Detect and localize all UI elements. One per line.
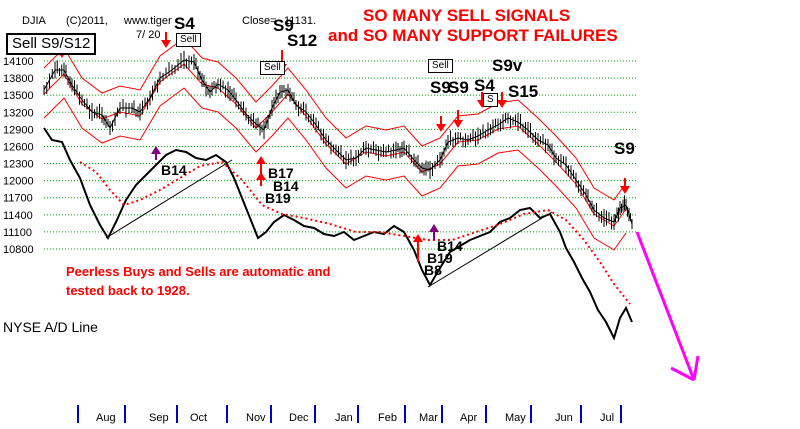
headline-line2: and SO MANY SUPPORT FAILURES bbox=[328, 26, 618, 45]
signal-s9-dec: S9 bbox=[273, 16, 294, 35]
close-label: Close= bbox=[242, 15, 277, 27]
sell-box-oct: Sell bbox=[176, 33, 201, 47]
y-tick-label: 14100 bbox=[3, 56, 34, 68]
sell-arrow-oct-head bbox=[161, 40, 171, 48]
y-tick-label: 12000 bbox=[3, 176, 34, 188]
ad-line-path bbox=[43, 127, 633, 341]
sell-arrow-jul-head bbox=[620, 186, 630, 194]
trendline-sep bbox=[105, 159, 233, 239]
y-tick-label: 11400 bbox=[3, 210, 33, 222]
month-label: Feb bbox=[378, 412, 397, 424]
projection-arrow bbox=[635, 231, 700, 382]
projection-head-a bbox=[670, 366, 695, 382]
note-line2: tested back to 1928. bbox=[66, 283, 190, 298]
signal-s9-apr-a: S9 bbox=[430, 78, 451, 97]
signal-s4-may: S4 bbox=[474, 76, 495, 95]
projection-head-b bbox=[692, 355, 700, 381]
month-axis: Aug Sep Oct Nov Dec Jan Feb Mar Apr May Jun Jul bbox=[60, 404, 640, 424]
signal-b8: B8 bbox=[424, 262, 442, 278]
sell-arrow-may-b-head bbox=[497, 100, 507, 108]
signal-s9-jul: S9 bbox=[614, 139, 635, 158]
trendline-mar bbox=[427, 211, 553, 288]
buy-arrow-nov-b-head bbox=[256, 172, 266, 180]
signal-b17: B17 bbox=[268, 165, 294, 181]
signal-b14-sep: B14 bbox=[161, 162, 187, 178]
buy-arrow-mar-b-head bbox=[413, 234, 423, 242]
headline-line1: SO MANY SELL SIGNALS bbox=[363, 6, 571, 25]
upper-band bbox=[43, 37, 627, 201]
sell-arrow-apr-b-head bbox=[453, 120, 463, 128]
sell-arrow-apr-a-head bbox=[436, 124, 446, 132]
gridlines bbox=[44, 60, 636, 250]
signal-b19: B19 bbox=[265, 190, 291, 206]
ad-moving-average bbox=[79, 160, 631, 305]
trading-bands bbox=[43, 37, 627, 251]
y-tick-label: 13800 bbox=[3, 73, 34, 85]
month-label: Mar bbox=[419, 412, 438, 424]
month-label: Jun bbox=[555, 412, 573, 424]
projection-line bbox=[635, 231, 696, 381]
y-tick-label: 12300 bbox=[3, 159, 34, 171]
signal-s12-dec: S12 bbox=[287, 31, 318, 50]
y-tick-label: 11100 bbox=[3, 227, 32, 239]
signal-s15: S15 bbox=[508, 82, 539, 101]
month-label: Apr bbox=[460, 412, 477, 424]
sell-box-dec: Sell bbox=[260, 61, 285, 75]
site-label: www.tiger bbox=[124, 15, 172, 27]
month-label: May bbox=[505, 412, 526, 424]
month-label: Oct bbox=[190, 412, 207, 424]
y-tick-label: 11700 bbox=[3, 193, 33, 205]
buy-arrow-sep-head bbox=[151, 146, 161, 154]
month-label: Jan bbox=[335, 412, 353, 424]
month-label: Nov bbox=[246, 412, 266, 424]
y-tick-label: 10800 bbox=[3, 244, 34, 256]
signal-s9-apr-b: S9 bbox=[448, 78, 469, 97]
signal-arrows bbox=[57, 32, 630, 262]
sell-box-apr: Sell bbox=[428, 59, 453, 73]
date-label: 7/ 20 bbox=[136, 29, 161, 41]
month-label: Dec bbox=[289, 412, 309, 424]
y-tick-label: 12600 bbox=[3, 141, 34, 153]
signal-b19-mar: B19 bbox=[427, 250, 453, 266]
ad-line bbox=[43, 127, 633, 341]
buy-arrow-mar-head bbox=[429, 224, 439, 232]
month-label: Sep bbox=[149, 412, 169, 424]
signal-s9v: S9v bbox=[492, 56, 523, 75]
buy-arrow-nov-head bbox=[256, 156, 266, 164]
signal-s4-oct: S4 bbox=[174, 14, 195, 33]
note-line1: Peerless Buys and Sells are automatic an… bbox=[66, 264, 331, 279]
y-axis-ticks: 14100 13800 13500 13200 12900 12600 12300 12000… bbox=[3, 56, 34, 256]
price-line bbox=[43, 59, 633, 225]
lower-band bbox=[43, 87, 627, 251]
sell-s9-s12-box: Sell S9/S12 bbox=[6, 33, 97, 55]
month-label: Aug bbox=[96, 412, 116, 424]
ad-line-label: NYSE A/D Line bbox=[3, 319, 98, 335]
sell-box-may: S bbox=[483, 93, 498, 107]
month-label: Jul bbox=[600, 412, 614, 424]
signal-b14-mar: B14 bbox=[437, 238, 463, 254]
signal-b14-nov: B14 bbox=[273, 178, 299, 194]
y-tick-label: 12900 bbox=[3, 124, 34, 136]
y-tick-label: 13200 bbox=[3, 107, 34, 119]
y-tick-label: 13500 bbox=[3, 90, 34, 102]
copyright-label: (C)2011, bbox=[66, 15, 108, 27]
index-label: DJIA bbox=[22, 15, 46, 27]
close-value: 11131. bbox=[284, 15, 317, 27]
price-bars bbox=[43, 51, 633, 230]
